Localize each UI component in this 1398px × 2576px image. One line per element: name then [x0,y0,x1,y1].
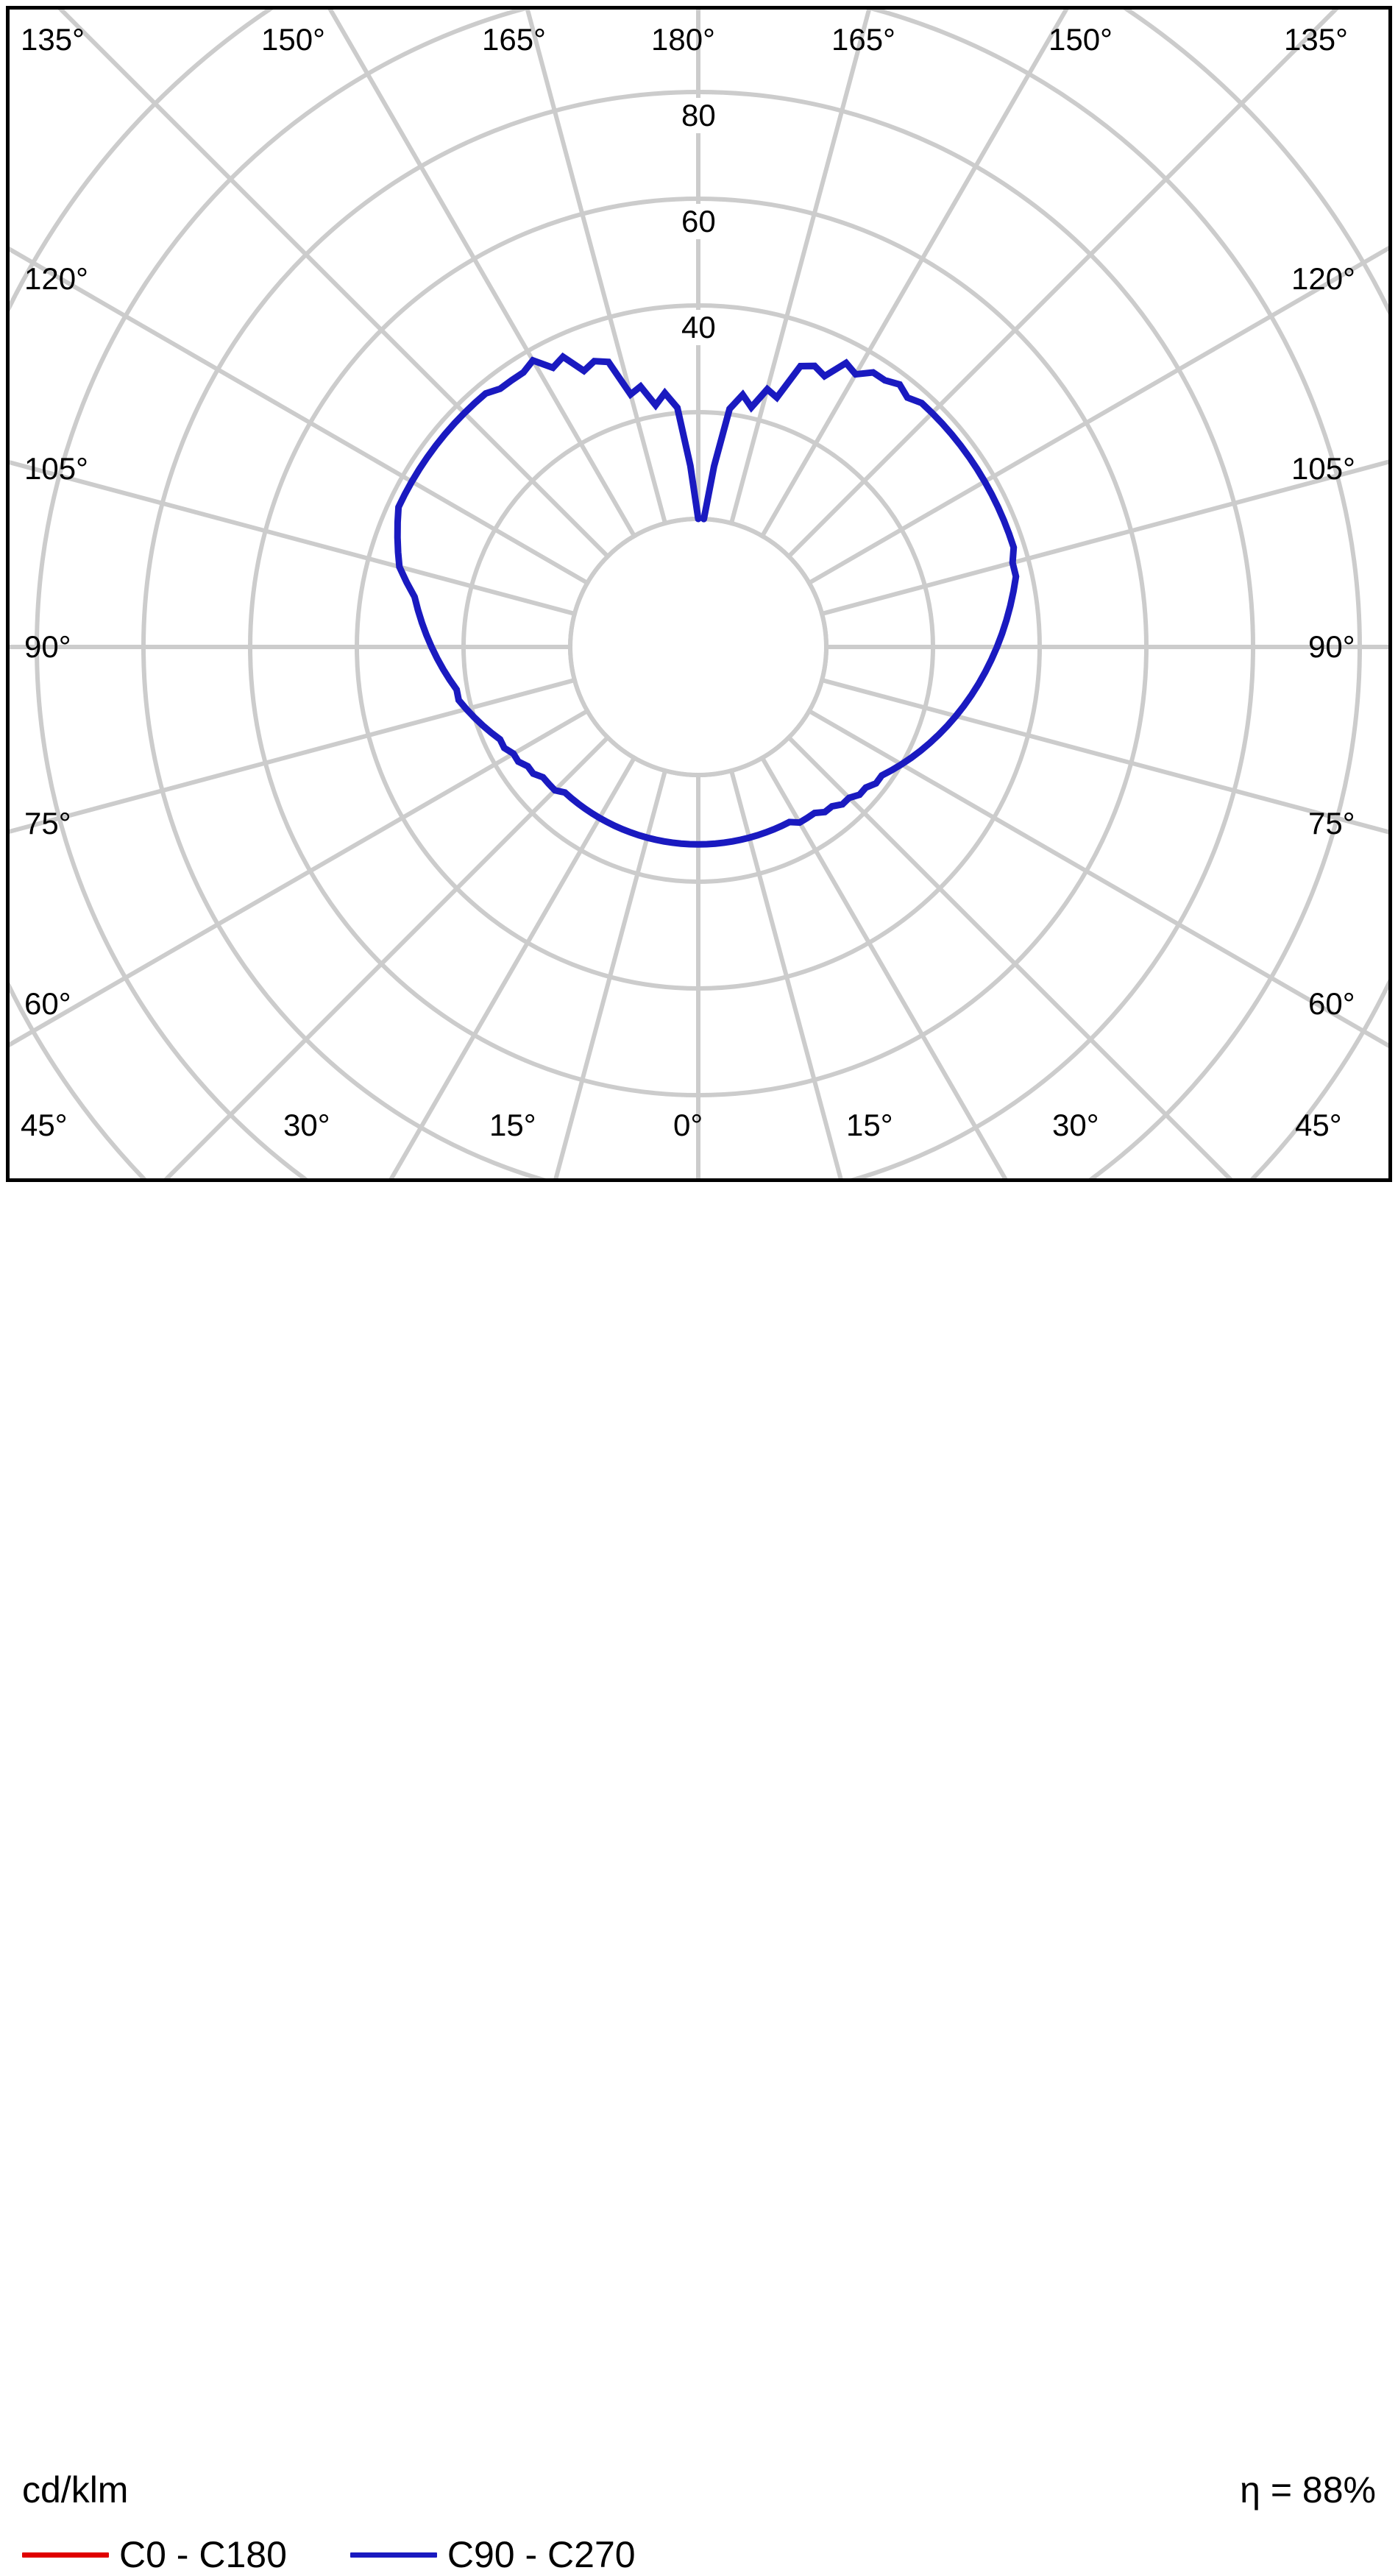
legend-item-c90-c270[interactable]: C90 - C270 [350,2533,636,2576]
angle-label-60-right: 60° [1308,986,1355,1021]
angle-label-105-left: 105° [24,451,88,486]
angle-label-150-topleft: 150° [261,22,325,57]
angle-label-30-bottomright: 30° [1052,1108,1099,1142]
angle-label-165-topright: 165° [831,22,895,57]
polar-chart-page: 135° 150° 165° 180° 165° 150° 135° 120° … [0,6,1398,2575]
angle-label-180-top: 180° [651,22,715,57]
angle-label-90-right: 90° [1308,629,1355,664]
angle-label-135-topright: 135° [1284,22,1348,57]
angle-label-45-bottomright: 45° [1295,1108,1342,1142]
series-curves [394,352,1020,848]
curve-c90-c270 [394,352,1020,848]
polar-plot-svg [10,10,1388,1178]
legend-swatch-c90-c270 [350,2552,437,2558]
angle-label-150-topright: 150° [1048,22,1113,57]
angle-label-120-left: 120° [24,261,88,296]
radial-label-60: 60 [675,204,722,239]
legend-swatch-c0-c180 [22,2552,109,2558]
legend-bar: cd/klm η = 88% C0 - C180 C90 - C270 [0,1186,1398,2575]
angle-label-135-topleft: 135° [21,22,85,57]
efficiency-label: η = 88% [1240,2469,1376,2510]
angle-label-60-left: 60° [24,986,71,1021]
legend-label-c0-c180: C0 - C180 [119,2534,287,2575]
angle-label-120-right: 120° [1291,261,1355,296]
legend-items: C0 - C180 C90 - C270 [22,2533,699,2576]
angle-label-165-topleft: 165° [482,22,546,57]
angle-label-15-bottomleft: 15° [489,1108,536,1142]
angle-label-0-bottom: 0° [673,1108,703,1142]
radial-label-40: 40 [675,310,722,345]
angle-label-30-bottomleft: 30° [283,1108,330,1142]
angle-label-105-right: 105° [1291,451,1355,486]
angle-label-45-bottomleft: 45° [21,1108,68,1142]
angle-label-75-left: 75° [24,806,71,841]
angle-label-90-left: 90° [24,629,71,664]
legend-label-c90-c270: C90 - C270 [447,2534,636,2575]
polar-grid [10,10,1388,1178]
unit-label: cd/klm [22,2469,129,2510]
angle-label-75-right: 75° [1308,806,1355,841]
radial-label-80: 80 [675,98,722,133]
angle-label-15-bottomright: 15° [846,1108,893,1142]
legend-item-c0-c180[interactable]: C0 - C180 [22,2533,287,2576]
